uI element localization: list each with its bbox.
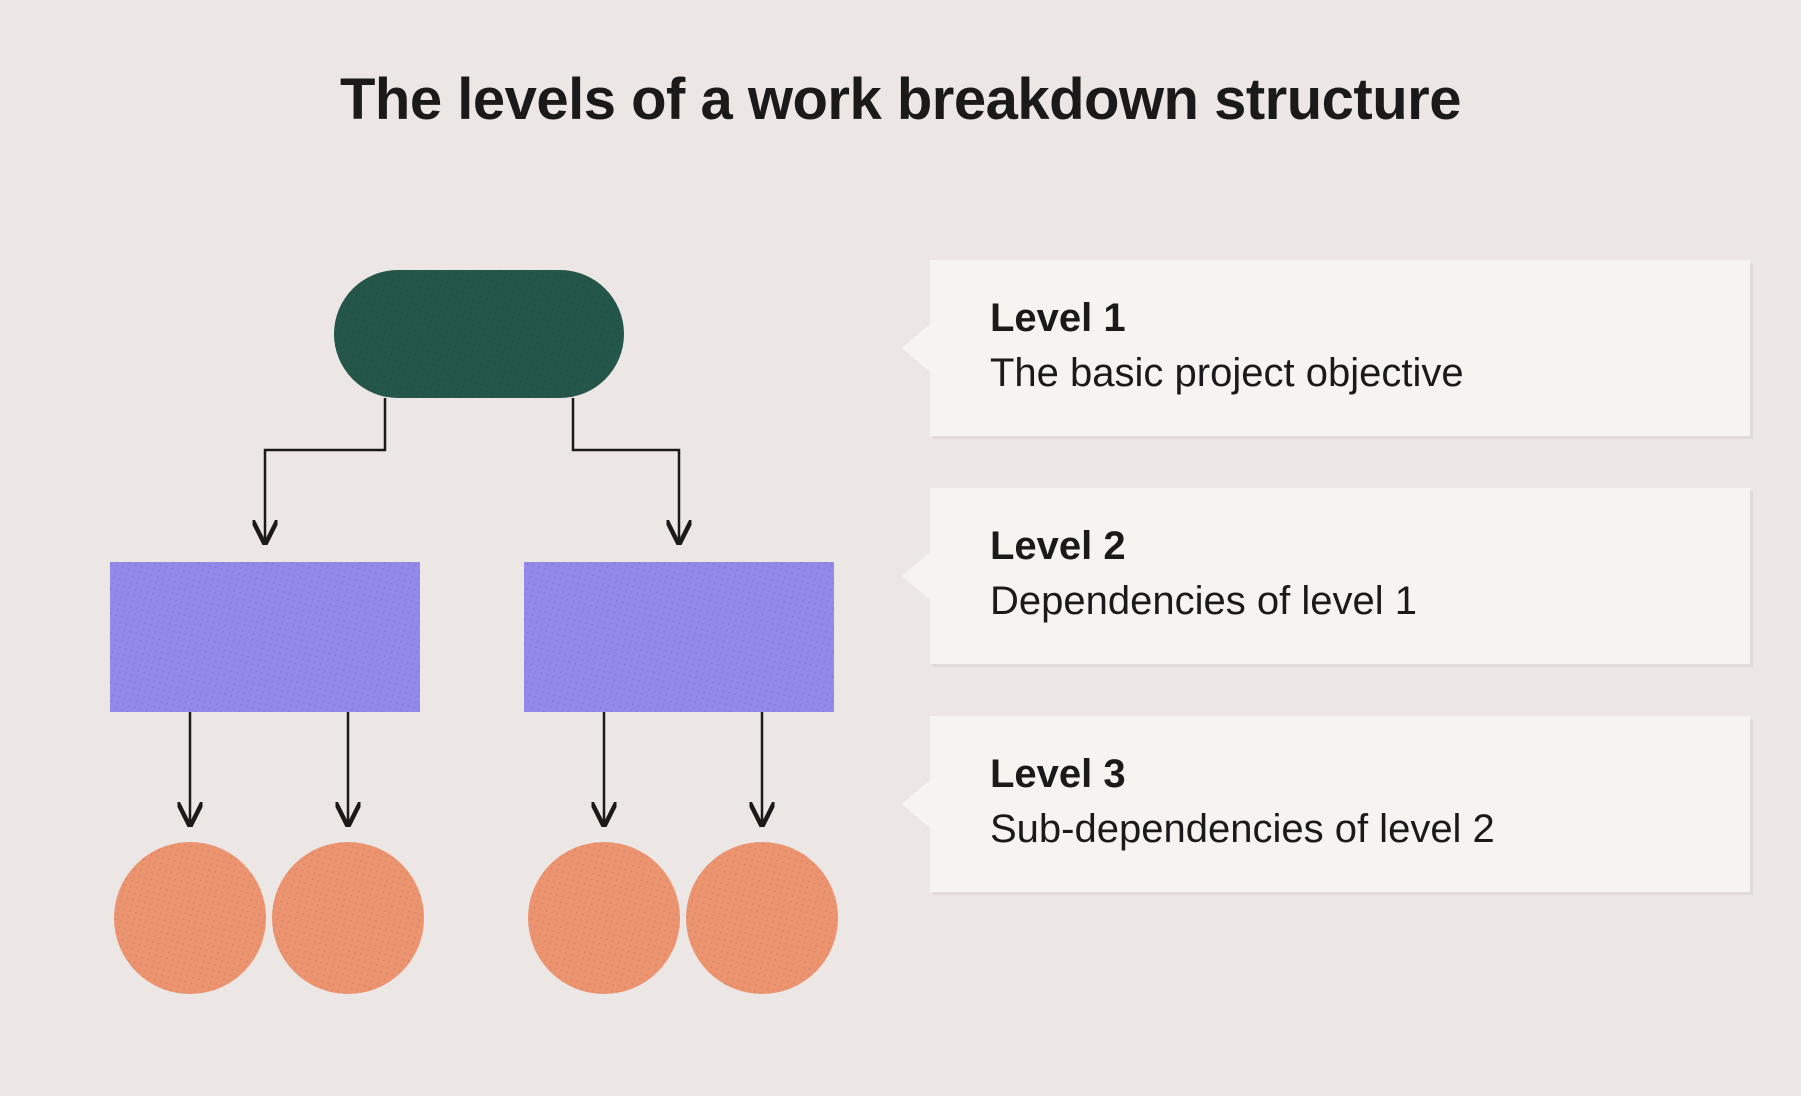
page-title: The levels of a work breakdown structure [0,66,1801,133]
node-level1 [334,270,624,398]
legend-title: Level 2 [990,524,1700,569]
node-level2 [110,562,420,712]
node-level3 [114,842,266,994]
legend-title: Level 1 [990,296,1700,341]
node-level3 [272,842,424,994]
legend-level-2: Level 2 Dependencies of level 1 [930,488,1750,664]
legend: Level 1 The basic project objective Leve… [930,260,1750,944]
node-level3 [528,842,680,994]
edge [265,398,385,540]
legend-level-3: Level 3 Sub-dependencies of level 2 [930,716,1750,892]
legend-desc: Sub-dependencies of level 2 [990,807,1700,852]
legend-level-1: Level 1 The basic project objective [930,260,1750,436]
node-level3 [686,842,838,994]
wbs-diagram [110,240,870,1020]
node-level2 [524,562,834,712]
legend-desc: The basic project objective [990,351,1700,396]
legend-desc: Dependencies of level 1 [990,579,1700,624]
edge [573,398,679,540]
legend-title: Level 3 [990,752,1700,797]
